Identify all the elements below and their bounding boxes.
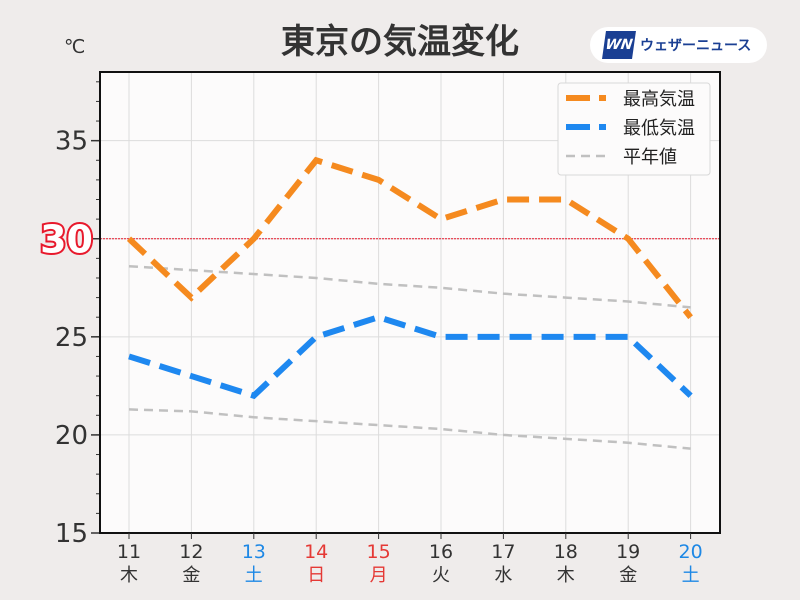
x-tick-label-weekday: 日 <box>307 565 325 586</box>
plot-frame <box>99 71 721 534</box>
x-tick-label-day: 19 <box>616 541 640 563</box>
x-tick-label-weekday: 土 <box>245 565 263 586</box>
series-line-normal <box>128 264 691 309</box>
y-tick-label: 20 <box>55 421 88 451</box>
y-tick-label: 35 <box>55 127 88 157</box>
x-tick-label-weekday: 木 <box>557 565 575 586</box>
x-tick-label-weekday: 金 <box>182 565 200 586</box>
chart-title: 東京の気温変化 <box>281 22 519 62</box>
series-line-normal <box>128 408 691 450</box>
legend-label: 平年値 <box>623 147 677 168</box>
x-tick-label-weekday: 木 <box>120 565 138 586</box>
x-tick-label-day: 11 <box>117 541 141 563</box>
weathernews-logo: WN ウェザーニュース <box>590 27 767 63</box>
y-tick-label: 25 <box>55 323 88 353</box>
x-tick-label-weekday: 月 <box>370 565 388 586</box>
legend-box <box>557 82 711 176</box>
x-tick-label-weekday: 金 <box>619 565 637 586</box>
series-line-最低気温 <box>128 314 693 400</box>
x-tick-label-day: 12 <box>179 541 203 563</box>
x-tick-label-day: 18 <box>554 541 578 563</box>
x-tick-label-day: 20 <box>679 541 703 563</box>
x-tick-label-weekday: 土 <box>682 565 700 586</box>
x-tick-label-day: 15 <box>367 541 391 563</box>
threshold-label: 30 <box>40 218 93 262</box>
y-axis-unit: ℃ <box>64 36 86 58</box>
logo-text: ウェザーニュース <box>640 38 752 54</box>
legend-label: 最低気温 <box>623 118 695 139</box>
x-tick-label-day: 13 <box>242 541 266 563</box>
x-tick-label-weekday: 水 <box>494 565 512 586</box>
x-tick-label-day: 17 <box>491 541 515 563</box>
x-tick-label-weekday: 火 <box>432 565 450 586</box>
legend-label: 最高気温 <box>623 89 695 110</box>
series-line-最高気温 <box>126 156 693 320</box>
y-tick-label: 15 <box>55 519 88 549</box>
x-tick-label-day: 14 <box>304 541 328 563</box>
x-tick-label-day: 16 <box>429 541 453 563</box>
